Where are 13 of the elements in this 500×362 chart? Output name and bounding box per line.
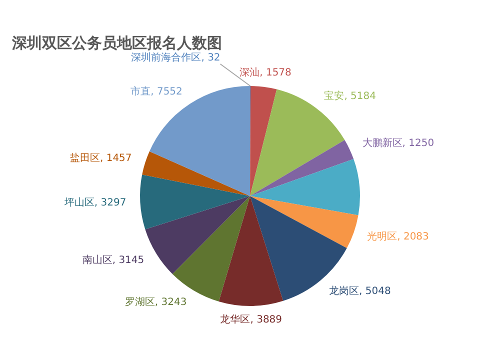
slice-label: 深汕, 1578	[240, 66, 292, 79]
slice-label: 龙岗区, 5048	[329, 285, 391, 298]
slice-label: 龙华区, 3889	[220, 314, 282, 326]
slice-label: 盐田区, 1457	[70, 152, 132, 164]
slice-label: 罗湖区, 3243	[124, 296, 187, 308]
slice-label: 坪山区, 3297	[63, 196, 126, 209]
chart-title: 深圳双区公务员地区报名人数图	[12, 34, 222, 52]
slice-label: 大鹏新区, 1250	[362, 136, 434, 149]
slice-label: 光明区, 2083	[367, 230, 429, 242]
slice-label: 市直, 7552	[130, 86, 182, 98]
slice-label: 宝安, 5184	[324, 90, 376, 102]
slice-label: 深圳前海合作区, 32	[131, 52, 220, 64]
slice-label: 南山区, 3145	[82, 254, 144, 266]
